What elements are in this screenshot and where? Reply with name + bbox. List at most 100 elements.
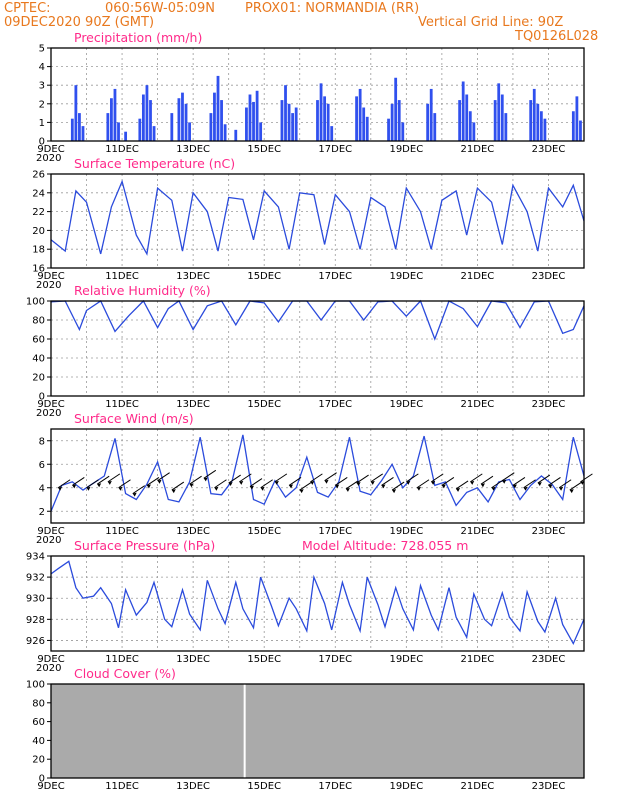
x-tick-label: 21DEC [461,399,495,410]
wind-arrow-head [214,486,219,491]
precip-bar [117,122,120,141]
wind-arrow [491,479,504,489]
wind-arrow-head [171,489,176,494]
precip-bar [390,103,394,141]
precip-bar [70,118,74,141]
precip-bar [280,100,284,141]
year-label: 2020 [36,280,61,291]
panel-3: 0 20 40 60 80 100 9DEC 11DEC 13DEC 15DEC 17DEC 19DE… [26,283,585,419]
y-tick-label: 20 [32,226,45,237]
y-tick-label: 3 [39,81,45,92]
precip-bar [316,100,319,141]
precip-bar [138,118,142,141]
precip-bar [319,83,323,141]
precip-bar [458,100,462,141]
wind-arrow-head [406,480,411,485]
precip-bar [78,113,81,141]
precip-bar [145,85,149,141]
y-tick-label: 934 [26,552,45,563]
panel-5: 926 928 930 932 934 9DEC 11DEC 13DEC 15DEC 17DEC 1… [26,538,585,674]
wind-arrow [310,473,323,483]
wind-arrow [203,469,217,479]
wind-arrow-head [157,479,162,484]
x-tick-label: 9DEC [37,781,64,792]
precip-bar [110,98,113,141]
wind-arrow-head [324,479,329,484]
wind-arrow-head [310,480,315,485]
wind-arrow [356,474,369,484]
cloud-cover-area [51,684,584,778]
y-tick-label: 928 [26,615,45,626]
wind-arrow [441,476,455,486]
precip-bar [362,107,366,141]
precip-bar [216,75,220,141]
wind-arrow-head [441,484,446,489]
y-tick-label: 0 [39,774,45,785]
header-code: TQ0126L028 [514,29,598,44]
precip-bar [259,122,263,141]
x-tick-label: 9DEC [37,654,64,665]
y-tick-label: 8 [39,436,45,447]
panel-title: Precipitation (mm/h) [74,30,202,45]
precip-bar [141,94,145,141]
precip-bar [245,107,248,141]
precip-bar [106,113,110,141]
panel-frame [50,428,585,524]
precip-bar [571,111,575,141]
series-line [50,299,585,341]
precip-bar [323,96,327,141]
wind-arrow-head [146,484,151,489]
chart-panels: 0 1 2 3 4 5 9DEC 11DEC 13DEC 15DEC 17DEC 19DEC 21DEC… [26,30,593,792]
wind-arrow [537,474,551,484]
precip-bar [113,88,117,141]
wind-arrow [249,478,263,487]
precip-bar [358,88,362,141]
precip-bar [81,126,85,141]
panel-frame [50,47,585,142]
year-label: 2020 [36,153,61,164]
panel-title: Cloud Cover (%) [74,666,176,681]
wind-arrow [239,473,252,483]
wind-arrow [96,475,110,485]
wind-arrow [470,473,483,483]
precip-bar [401,122,405,141]
wind-arrow [558,479,572,489]
precip-bar [465,94,469,141]
y-tick-label: 60 [32,335,45,346]
wind-arrow-head [107,480,112,485]
x-tick-label: 15DEC [247,526,281,537]
x-tick-label: 17DEC [318,781,352,792]
precip-bar [170,113,174,141]
panel-frame [50,555,585,652]
precip-bar [184,103,188,141]
wind-arrow [455,480,469,490]
wind-arrow [480,475,494,485]
wind-arrow [370,473,384,483]
x-tick-label: 11DEC [105,781,139,792]
y-tick-label: 2 [39,507,45,518]
precip-bar [433,113,437,141]
panel-6: 0 20 40 60 80 100 9DEC 11DEC 13DEC 15DEC 17DEC 19DE… [26,666,585,792]
x-tick-label: 15DEC [247,399,281,410]
header-location: 060:56W-05:09N [105,1,215,16]
precip-bar [500,94,504,141]
y-tick-label: 100 [26,680,45,691]
precip-bar [287,103,291,141]
wind-arrow [512,476,526,486]
precip-bar [209,113,213,141]
precip-bar [234,129,238,141]
precip-bar [387,118,390,141]
wind-arrow [416,479,430,489]
wind-arrow-head [523,486,528,491]
y-tick-label: 932 [26,573,45,584]
wind-arrow-head [480,483,485,488]
series-line [50,434,585,512]
x-tick-label: 23DEC [532,781,566,792]
wind-arrow-head [289,484,294,489]
wind-arrow-head [228,482,233,487]
precip-bar [152,126,156,141]
wind-arrow-head [381,484,386,489]
wind-arrow [345,480,359,490]
x-tick-label: 17DEC [318,144,352,155]
wind-arrow [132,485,146,495]
